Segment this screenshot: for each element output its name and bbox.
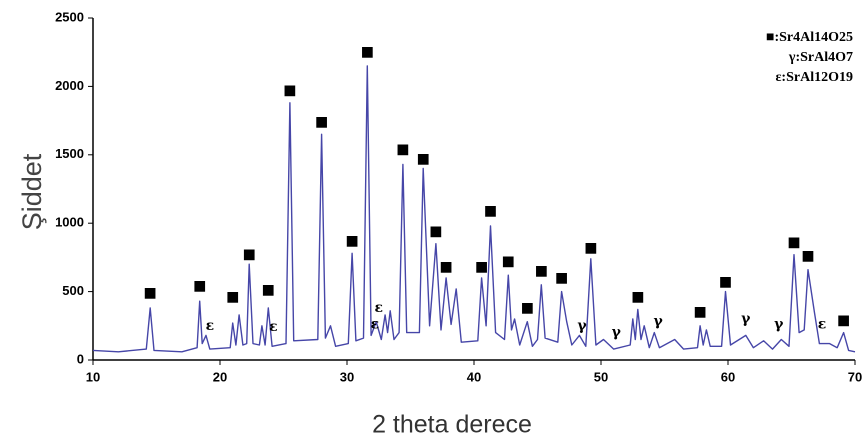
y-tick-label: 2500	[55, 9, 84, 24]
peak-annotation: ε	[818, 316, 827, 332]
x-tick-label: 30	[340, 369, 354, 384]
y-tick-label: 500	[62, 283, 84, 298]
peak-annotation: ■	[521, 300, 534, 316]
peak-annotation: ■	[439, 259, 452, 275]
peak-annotation: ■	[484, 203, 497, 219]
peak-annotation: ■	[719, 274, 732, 290]
peak-annotation: ■	[396, 141, 409, 157]
y-tick-label: 2000	[55, 78, 84, 93]
peak-annotation: ■	[535, 263, 548, 279]
legend-entry: ε:SrAl12O19	[775, 70, 853, 85]
y-tick-label: 0	[77, 351, 84, 366]
peak-annotation: ■	[555, 270, 568, 286]
legend-entry: γ:SrAl4O7	[788, 50, 853, 65]
y-axis-label: Şiddet	[17, 153, 47, 230]
peak-annotation: ■	[429, 223, 442, 239]
peak-annotation: ■	[787, 234, 800, 250]
peak-annotation: ε	[374, 300, 383, 316]
peak-annotation: ■	[693, 304, 706, 320]
peak-annotation: ■	[801, 248, 814, 264]
peak-annotation: γ	[774, 316, 784, 332]
peak-annotation: ■	[193, 278, 206, 294]
spectrum-line	[92, 65, 856, 353]
y-tick-label: 1500	[55, 146, 84, 161]
x-axis-label: 2 theta derece	[372, 411, 532, 439]
peak-annotation: γ	[612, 325, 622, 341]
peak-annotation: γ	[577, 318, 587, 334]
x-tick-label: 70	[848, 369, 862, 384]
x-tick-label: 50	[594, 369, 608, 384]
peak-annotation: γ	[741, 311, 751, 327]
legend-entry: ■:Sr4Al14O25	[766, 30, 853, 45]
peak-annotation: ■	[475, 259, 488, 275]
peak-annotation: ■	[837, 312, 850, 328]
peak-annotation: ■	[361, 44, 374, 60]
x-tick-label: 10	[86, 369, 100, 384]
peak-annotation: γ	[654, 314, 664, 330]
peak-annotation: ε	[371, 316, 380, 332]
peak-annotation: ■	[283, 83, 296, 99]
peak-annotation: ■	[226, 289, 239, 305]
peak-annotation: ■	[631, 289, 644, 305]
peak-annotation: ■	[502, 254, 515, 270]
peak-annotation: ■	[584, 240, 597, 256]
peak-annotation: ■	[243, 247, 256, 263]
x-tick-label: 20	[213, 369, 227, 384]
peak-annotation: ■	[144, 285, 157, 301]
y-tick-label: 1000	[55, 215, 84, 230]
peak-annotation: ε	[206, 318, 215, 334]
peak-annotation: ■	[417, 151, 430, 167]
x-tick-label: 60	[721, 369, 735, 384]
peak-annotation: ■	[345, 233, 358, 249]
peak-annotation: ■	[315, 114, 328, 130]
peak-annotation: ε	[269, 319, 278, 335]
x-tick-label: 40	[467, 369, 481, 384]
peak-annotation: ■	[262, 282, 275, 298]
